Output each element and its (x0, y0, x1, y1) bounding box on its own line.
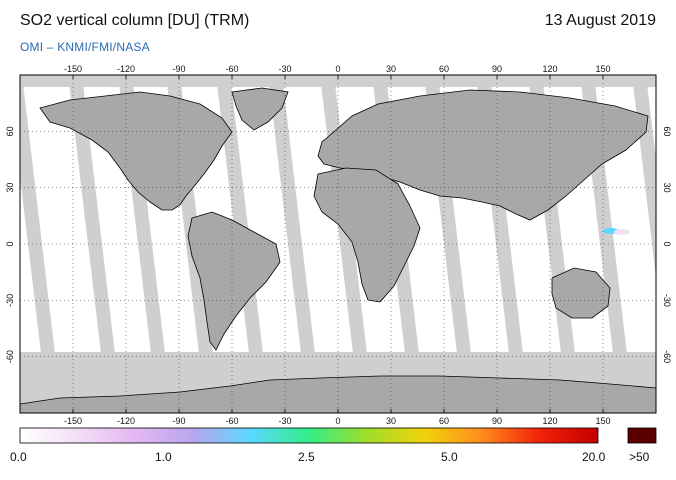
map-date: 13 August 2019 (544, 12, 656, 29)
land-north-america (39, 91, 233, 211)
lon-label-top: -150 (64, 64, 82, 74)
lon-label-bottom: 30 (386, 416, 396, 426)
colorbar-gradient (19, 427, 599, 444)
lon-label-top: 120 (542, 64, 557, 74)
colorbar-overflow-swatch (627, 427, 657, 444)
lon-label-bottom: 60 (439, 416, 449, 426)
lon-label-top: -90 (172, 64, 185, 74)
colorbar (19, 427, 657, 444)
lon-label-bottom: 150 (595, 416, 610, 426)
lon-label-bottom: -60 (225, 416, 238, 426)
lon-label-bottom: 90 (492, 416, 502, 426)
lat-label-right: 0 (662, 241, 672, 246)
lat-label-right: 30 (662, 183, 672, 193)
colorbar-label-0: 0.0 (10, 450, 27, 464)
no-data-swath (268, 75, 322, 413)
colorbar-label-5: >50 (629, 450, 650, 464)
land-greenland (231, 87, 289, 131)
land-africa (313, 167, 421, 303)
colorbar-label-1: 1.0 (155, 450, 172, 464)
graticule (20, 75, 656, 413)
lon-label-bottom: -150 (64, 416, 82, 426)
lon-label-top: -60 (225, 64, 238, 74)
latitude-labels-right: 60 30 0 -30 -60 (662, 126, 672, 363)
lat-label-left: 30 (5, 183, 15, 193)
lat-label-right: -60 (662, 350, 672, 363)
lon-label-top: -120 (117, 64, 135, 74)
map-title: SO2 vertical column [DU] (TRM) (20, 12, 250, 29)
lon-label-top: 30 (386, 64, 396, 74)
lon-label-top: -30 (278, 64, 291, 74)
lon-label-bottom: 120 (542, 416, 557, 426)
lon-label-top: 60 (439, 64, 449, 74)
lat-label-left: -60 (5, 350, 15, 363)
colorbar-label-2: 2.5 (298, 450, 315, 464)
lon-label-top: 90 (492, 64, 502, 74)
colorbar-label-3: 5.0 (441, 450, 458, 464)
lat-label-left: 0 (5, 241, 15, 246)
lon-label-top: 0 (335, 64, 340, 74)
lon-label-bottom: -30 (278, 416, 291, 426)
land-eurasia (317, 89, 649, 221)
longitude-labels-bottom: -150 -120 -90 -60 -30 0 30 60 90 120 150 (64, 416, 611, 426)
latitude-labels-left: 60 30 0 -30 -60 (5, 126, 15, 363)
longitude-labels-top: -150 -120 -90 -60 -30 0 30 60 90 120 150 (64, 64, 611, 74)
lon-label-bottom: 0 (335, 416, 340, 426)
lat-label-right: -30 (662, 294, 672, 307)
lat-label-left: 60 (5, 126, 15, 136)
no-data-swath (68, 75, 122, 413)
land-australia (551, 267, 611, 319)
axis-ticks (72, 75, 604, 413)
lon-label-top: 150 (595, 64, 610, 74)
lat-label-left: -30 (5, 294, 15, 307)
data-credit: OMI – KNMI/FMI/NASA (20, 40, 150, 54)
land-south-america (187, 211, 281, 351)
colorbar-label-4: 20.0 (582, 450, 606, 464)
lon-label-bottom: -120 (117, 416, 135, 426)
lon-label-bottom: -90 (172, 416, 185, 426)
lat-label-right: 60 (662, 126, 672, 136)
so2-hotspot-halo (614, 229, 630, 235)
